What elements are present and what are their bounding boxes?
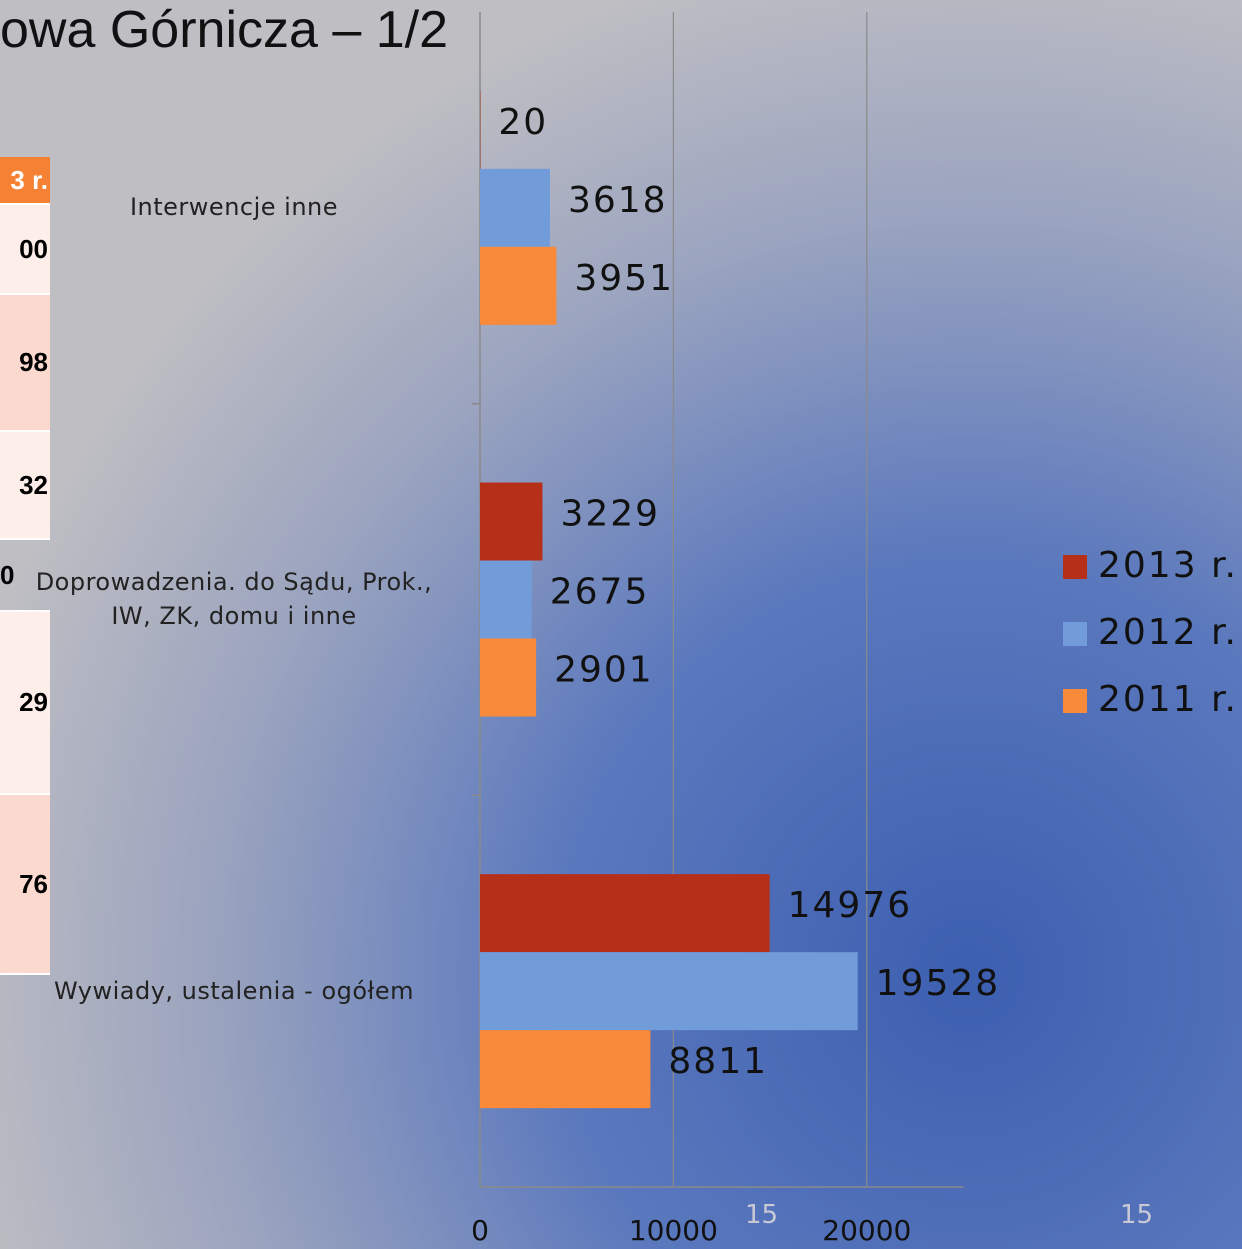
table-cell: 76 [0, 795, 50, 975]
value-label: 2675 [550, 572, 650, 613]
bar [480, 874, 770, 953]
legend-label: 2012 r. [1098, 612, 1238, 653]
legend-label: 2011 r. [1098, 679, 1238, 720]
page-number: 15 [745, 1200, 779, 1230]
legend-swatch [1063, 622, 1087, 646]
value-label: 14976 [788, 885, 913, 926]
bar [480, 246, 557, 325]
table-header: 3 r. [0, 157, 50, 205]
category-label: Doprowadzenia. do Sądu, Prok., IW, ZK, d… [35, 567, 433, 631]
x-tick-label: 10000 [629, 1214, 718, 1247]
bar [480, 168, 550, 247]
category-label: Wywiady, ustalenia - ogółem [53, 976, 415, 1005]
legend-swatch [1063, 555, 1087, 579]
value-label: 2901 [554, 650, 654, 691]
page-number: 15 [1120, 1200, 1154, 1230]
bar [480, 1030, 651, 1109]
bar [480, 952, 858, 1031]
value-label: 8811 [668, 1041, 768, 1082]
bar [480, 482, 543, 561]
table-cell: 0 [0, 540, 50, 612]
value-label: 20 [498, 102, 548, 143]
bar [480, 560, 532, 639]
table-cell: 00 [0, 205, 50, 295]
table-cell: 29 [0, 612, 50, 795]
table-cell: 32 [0, 432, 50, 540]
slide-title: owa Górnicza – 1/2 [0, 1, 449, 59]
value-label: 3951 [574, 258, 674, 299]
x-tick-label: 0 [471, 1214, 489, 1247]
legend-swatch [1063, 689, 1087, 713]
legend-label: 2013 r. [1098, 545, 1238, 586]
table-cell: 98 [0, 295, 50, 432]
category-label: Interwencje inne [129, 193, 339, 222]
x-tick-label: 20000 [822, 1214, 911, 1247]
value-label: 19528 [876, 963, 1001, 1004]
value-label: 3229 [560, 494, 660, 535]
value-label: 3618 [568, 180, 668, 221]
bar [480, 638, 537, 717]
